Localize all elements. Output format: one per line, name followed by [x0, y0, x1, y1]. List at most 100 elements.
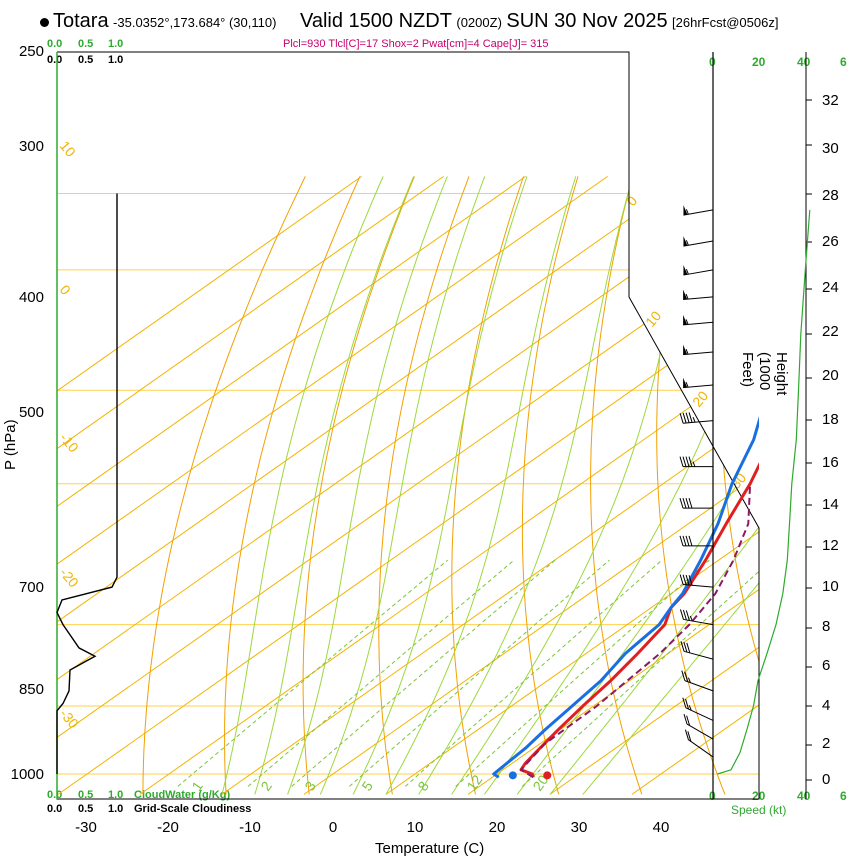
wind-barb-880 — [682, 697, 714, 721]
height-tick-16: 16 — [822, 454, 839, 471]
cloudwater-bottom-0: 0.0 — [47, 789, 63, 801]
wind-barb-staff-880 — [685, 707, 714, 721]
pressure-tick-1000: 1000 — [10, 766, 44, 783]
isotherm--60 — [57, 175, 690, 795]
temp-tick-0: 0 — [328, 819, 338, 836]
height-tick-24: 24 — [822, 279, 839, 296]
cloudwater-top-0: 0.0 — [47, 38, 63, 50]
wind-barb-staff-640 — [683, 584, 714, 588]
wind-barb-flag-580 — [685, 535, 690, 547]
utc-time: (0200Z) — [456, 15, 502, 30]
height-tick-28: 28 — [822, 187, 839, 204]
mixing-ratio-8 — [404, 559, 663, 787]
moist-adiabat-26 — [516, 176, 759, 795]
dry-adiabat-250 — [142, 176, 306, 795]
height-tick-26: 26 — [822, 233, 839, 250]
wind-barb-staff-700 — [683, 618, 714, 626]
wind-barb-300 — [683, 265, 714, 276]
wind-barb-flag-480 — [679, 456, 684, 467]
wind-barb-430 — [679, 412, 714, 424]
wind-barb-half-395 — [685, 382, 689, 388]
wind-barb-flag-700 — [685, 610, 690, 621]
temperature-axis-label: Temperature (C) — [375, 840, 485, 857]
moist-adiabat-30 — [549, 176, 759, 795]
isotherm--10 — [221, 175, 759, 795]
wind-barb-flag-580 — [679, 535, 684, 547]
wind-barb-480 — [679, 456, 713, 468]
wind-barb-flag-760 — [686, 642, 691, 654]
wind-barb-staff-920 — [686, 723, 714, 740]
wind-barb-flag-960 — [684, 729, 689, 740]
moist-adiabat-6 — [352, 176, 528, 795]
wind-barb-half-480 — [692, 461, 696, 467]
trace-parcel — [520, 483, 752, 779]
wind-bottom-6: 6 — [840, 789, 847, 803]
wind-barb-flag-640 — [682, 574, 687, 585]
wind-barb-365 — [683, 344, 714, 356]
temp-tick-20: 20 — [488, 819, 506, 836]
wind-speed-label: Speed (kt) — [731, 803, 787, 817]
moist-adiabat-2 — [319, 176, 486, 795]
wind-barb-half-280 — [685, 240, 689, 246]
wind-barb-flag-640 — [679, 574, 684, 585]
dry-adiabat-320 — [656, 176, 726, 795]
wind-barb-flag-480 — [688, 456, 693, 467]
isotherm--100 — [57, 175, 362, 795]
temp-tick-m10: -10 — [239, 819, 261, 836]
wind-barb-half-340 — [685, 319, 689, 325]
isotherm-label-20: 20 — [689, 388, 711, 410]
cloudwater-top-1: 1.0 — [108, 38, 124, 50]
pressure-tick-500: 500 — [18, 404, 44, 421]
isotherm-label-0: 0 — [623, 193, 640, 209]
wind-barb-flag-700 — [682, 609, 687, 621]
isotherm--70 — [57, 175, 608, 795]
isotherm--80 — [57, 175, 526, 795]
wind-barb-760 — [680, 641, 714, 660]
moist-adiabat-10 — [385, 176, 577, 795]
cloudiness-top-05: 0.5 — [78, 54, 94, 66]
dry-adiabat-350 — [843, 176, 850, 794]
wind-barb-half-320 — [685, 293, 689, 300]
temp-tick-m30: -30 — [75, 819, 97, 836]
wind-barb-700 — [679, 609, 714, 626]
wind-barb-half-300 — [685, 269, 689, 275]
wind-barb-pennant-320 — [683, 289, 688, 300]
station-coords: -35.0352°,173.684° (30,110) — [113, 15, 277, 30]
wind-barb-flag-760 — [680, 641, 685, 652]
pressure-tick-850: 850 — [18, 681, 44, 698]
mixing-ratio-label-5: 5 — [358, 778, 376, 794]
height-tick-10: 10 — [822, 578, 839, 595]
wind-barb-pennant-365 — [683, 344, 688, 355]
wind-barb-320 — [683, 289, 714, 300]
height-tick-22: 22 — [822, 323, 839, 340]
temp-tick-m20: -20 — [157, 819, 179, 836]
wind-barb-pennant-280 — [683, 236, 688, 247]
moist-adiabat--2 — [287, 176, 448, 795]
wind-barb-half-880 — [688, 705, 692, 711]
height-tick-4: 4 — [822, 697, 831, 714]
mixing-ratio-label-12: 12 — [463, 772, 485, 794]
height-tick-30: 30 — [822, 140, 839, 157]
height-tick-0: 0 — [822, 771, 831, 788]
valid-header: Valid 1500 NZDT (0200Z) SUN 30 Nov 2025 … — [300, 10, 778, 33]
temp-tick-30: 30 — [570, 819, 588, 836]
wind-barb-flag-960 — [687, 731, 692, 742]
moist-adiabat-14 — [418, 176, 634, 795]
wind-barb-pennant-340 — [683, 314, 688, 325]
isotherm-30 — [549, 175, 759, 795]
moist-adiabat--10 — [221, 176, 384, 795]
wind-barb-flag-580 — [688, 535, 693, 547]
wind-top-40: 40 — [797, 55, 811, 69]
wind-top-20: 20 — [752, 55, 766, 69]
height-tick-14: 14 — [822, 496, 839, 513]
wind-barb-flag-530 — [682, 498, 687, 509]
sounding-indices: Plcl=930 Tlcl[C]=17 Shox=2 Pwat[cm]=4 Ca… — [283, 38, 549, 50]
mixing-ratio-20 — [521, 559, 759, 787]
dry-adiabat-340 — [783, 176, 850, 794]
wind-barb-920 — [683, 713, 714, 740]
wind-barb-pennant-260 — [683, 205, 688, 216]
cloudiness-top-0: 0.0 — [47, 54, 63, 66]
wind-barb-960 — [684, 729, 714, 758]
dry-adiabat-290 — [451, 176, 524, 795]
